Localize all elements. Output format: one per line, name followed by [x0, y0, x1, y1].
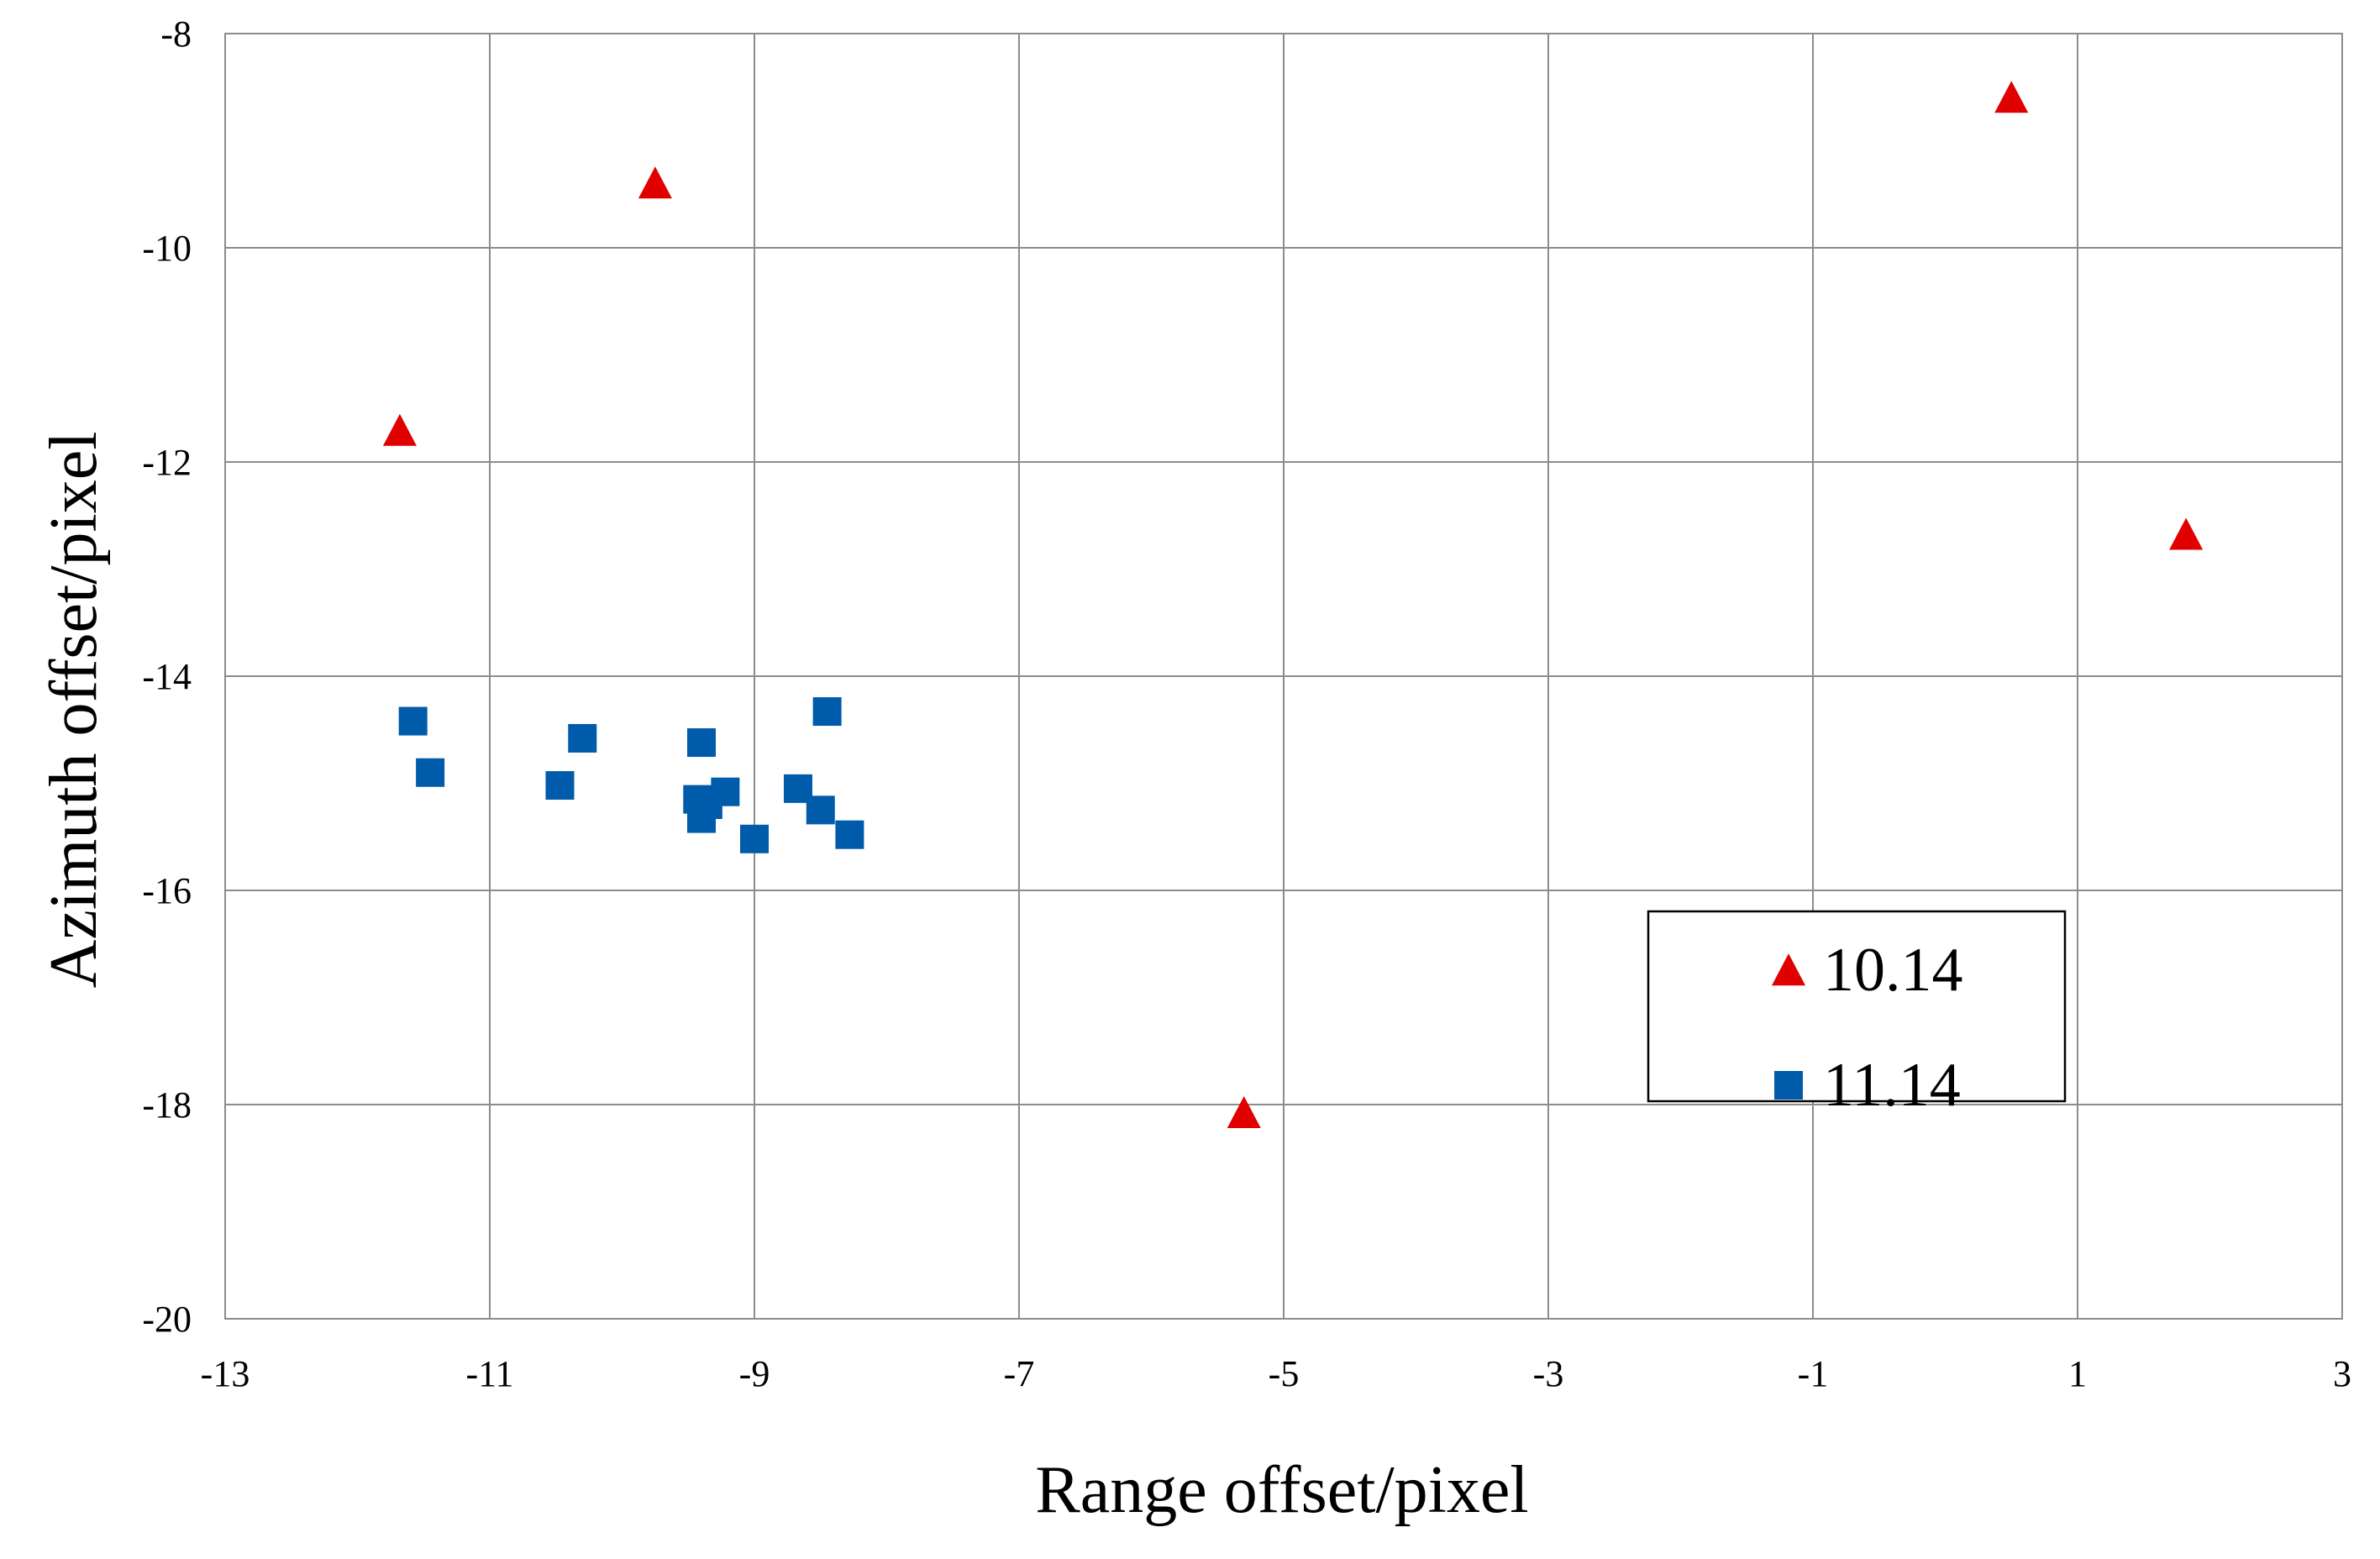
y-axis-title: Azimuth offset/pixel [37, 432, 111, 989]
point-square-11-14 [687, 728, 716, 758]
legend-square-marker [1774, 1071, 1803, 1100]
point-square-11-14 [398, 706, 428, 736]
point-square-11-14 [568, 723, 597, 753]
point-triangle-10-14 [1994, 81, 2029, 113]
x-axis-title: Range offset/pixel [1035, 1453, 1528, 1527]
legend-entry-11-14: 11.14 [1774, 1051, 1961, 1120]
x-tick-label: 3 [2333, 1353, 2351, 1394]
point-square-11-14 [812, 697, 842, 727]
legend-entry-10-14: 10.14 [1772, 936, 1963, 1005]
legend-label-11-14: 11.14 [1823, 1051, 1961, 1120]
y-tick-label: -18 [142, 1084, 192, 1126]
y-tick-label: -10 [142, 228, 192, 269]
x-tick-label: -7 [1004, 1353, 1035, 1394]
x-tick-label: -1 [1798, 1353, 1829, 1394]
y-tick-label: -20 [142, 1299, 192, 1340]
point-square-11-14 [545, 771, 575, 800]
x-tick-label: -3 [1533, 1353, 1564, 1394]
y-tick-label: -14 [142, 656, 192, 697]
point-square-11-14 [806, 795, 835, 825]
legend-box [1647, 910, 2067, 1103]
x-tick-label: 1 [2068, 1353, 2087, 1394]
point-triangle-10-14 [1227, 1095, 1261, 1128]
x-tick-label: -13 [201, 1353, 250, 1394]
legend: 10.14 11.14 [1647, 910, 2067, 1120]
y-tick-label: -12 [142, 442, 192, 483]
axis-tick-labels: -13 -11 -9 -7 -5 -3 -1 1 3-8-10-12-14-16-18-20 [142, 13, 2351, 1394]
legend-triangle-marker [1772, 953, 1805, 986]
point-triangle-10-14 [638, 166, 672, 199]
y-tick-label: -8 [160, 13, 192, 55]
x-tick-label: -5 [1269, 1353, 1300, 1394]
point-square-11-14 [711, 777, 740, 806]
point-square-11-14 [740, 824, 769, 853]
legend-label-10-14: 10.14 [1823, 936, 1963, 1005]
point-triangle-10-14 [382, 413, 417, 446]
plot-area-frame [224, 33, 2343, 1320]
x-tick-label: -9 [739, 1353, 770, 1394]
x-tick-label: -11 [465, 1353, 513, 1394]
point-triangle-10-14 [2169, 517, 2204, 550]
point-square-11-14 [416, 758, 445, 787]
y-tick-label: -16 [142, 870, 192, 911]
point-square-11-14 [835, 820, 864, 849]
data-points [382, 81, 2204, 1128]
